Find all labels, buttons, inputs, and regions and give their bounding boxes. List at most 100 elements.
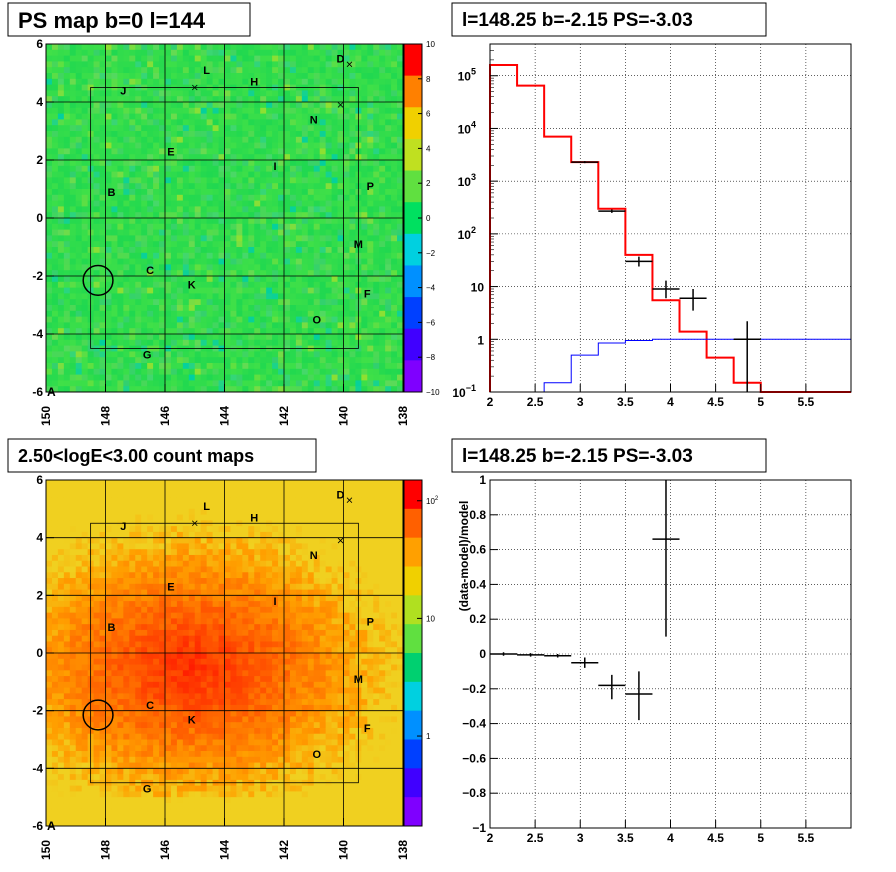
colorbar-segment [404, 297, 422, 330]
colorbar-segment [404, 537, 422, 567]
data-point-3 [652, 280, 680, 299]
source-label-I: I [274, 161, 277, 173]
y-tick-label: 4 [36, 95, 43, 109]
colorbar-tick-label: −10 [426, 388, 440, 397]
panel-tr-title-text: l=148.25 b=-2.15 PS=-3.03 [462, 10, 693, 31]
x-tick-label: 140 [337, 840, 351, 860]
target-circle [82, 699, 114, 731]
colorbar-segment [404, 653, 422, 683]
x-tick-label: 4 [667, 395, 674, 409]
residual-point-4 [598, 674, 626, 700]
y-tick-label: -6 [32, 819, 43, 833]
panel-tr-title: l=148.25 b=-2.15 PS=-3.03 [451, 2, 767, 37]
y-tick-label: -6 [32, 385, 43, 399]
panel-bl-title-text: 2.50<logE<3.00 count maps [18, 446, 254, 466]
colorbar-segment [404, 265, 422, 298]
colorbar-segment [404, 233, 422, 266]
data-point-1 [598, 209, 626, 213]
corner-label: A [47, 819, 56, 833]
y-tick-label: 104 [458, 119, 476, 136]
x-tick-label: 4 [667, 831, 674, 845]
x-tick-label: 148 [99, 840, 113, 860]
x-tick-label: 2 [487, 395, 494, 409]
colorbar-segment [404, 768, 422, 798]
x-tick-label: 4.5 [707, 831, 724, 845]
colorbar-tick-label: 10 [426, 614, 435, 623]
y-tick-label: 10 [471, 281, 485, 295]
y-tick-label: −0.4 [462, 717, 486, 731]
x-tick-label: 142 [277, 406, 291, 426]
source-label-M: M [354, 674, 363, 686]
y-tick-label: 0.8 [469, 508, 486, 522]
colorbar-segment [404, 595, 422, 625]
source-label-O: O [312, 749, 321, 761]
source-label-F: F [364, 723, 371, 735]
x-tick-label: 3.5 [617, 395, 634, 409]
series-step-0 [489, 63, 851, 393]
source-label-D: D [337, 489, 345, 501]
source-label-E: E [167, 146, 174, 158]
source-label-O: O [312, 315, 321, 327]
colorbar-segment [404, 75, 422, 108]
colorbar-segment [404, 624, 422, 654]
spectrum-plot-panel: 2 2.5 3 3.5 4 4.5 5 5.5 10−1 1 10 102 103 104 105 [452, 43, 852, 409]
colorbar-segment [404, 566, 422, 596]
panel-tl-title: PS map b=0 l=144 [7, 2, 251, 37]
x-tick-label: 3 [577, 395, 584, 409]
residual-point-3 [571, 657, 599, 668]
colorbar-segment [404, 360, 422, 393]
colorbar-tick-label: 1 [426, 732, 431, 741]
panel-br-title-text: l=148.25 b=-2.15 PS=-3.03 [462, 446, 693, 467]
roi-box [90, 522, 359, 784]
source-label-L: L [203, 65, 210, 77]
colorbar-segment [404, 328, 422, 361]
colorbar-segment [404, 508, 422, 539]
source-label-H: H [250, 77, 258, 89]
source-label-N: N [310, 114, 318, 126]
panel-br-title: l=148.25 b=-2.15 PS=-3.03 [451, 438, 767, 473]
source-label-I: I [274, 596, 277, 608]
source-label-B: B [107, 622, 115, 634]
count-coordinate-grid [46, 480, 403, 826]
residual-grid [489, 479, 851, 829]
x-tick-label: 144 [218, 406, 232, 426]
y-tick-label: -4 [32, 327, 43, 341]
y-tick-label: 6 [36, 37, 43, 51]
source-label-H: H [250, 512, 258, 524]
ps-coordinate-grid [46, 44, 403, 392]
residual-point-1 [517, 653, 545, 657]
y-tick-exponent: 4 [471, 119, 476, 129]
colorbar-segment [404, 710, 422, 740]
colorbar-segment [404, 739, 422, 769]
x-tick-label: 4.5 [707, 395, 724, 409]
colorbar-segment [404, 138, 422, 172]
residual-point-5 [625, 671, 653, 721]
x-tick-label: 142 [277, 840, 291, 860]
y-tick-label: 103 [458, 172, 476, 189]
source-label-M: M [354, 239, 363, 251]
y-tick-label: -2 [32, 269, 43, 283]
data-point-5 [733, 321, 761, 392]
colorbar-tick-label: 4 [426, 144, 431, 153]
data-point-0 [571, 161, 599, 164]
source-label-K: K [188, 280, 196, 292]
source-label-G: G [143, 349, 152, 361]
colorbar-segment [404, 44, 422, 77]
source-label-P: P [367, 181, 374, 193]
colorbar-tick-label: 6 [426, 110, 431, 119]
y-tick-label: 2 [36, 588, 43, 602]
colorbar-tick-label: 0 [426, 214, 431, 223]
y-tick-label: 0.2 [469, 612, 486, 626]
source-label-G: G [143, 784, 152, 796]
y-tick-label: 102 [458, 225, 476, 242]
y-tick-label: 0.4 [469, 577, 486, 591]
y-tick-label: 0 [36, 646, 43, 660]
cross-marker [337, 537, 344, 544]
panel-tl-title-text: PS map b=0 l=144 [18, 8, 206, 33]
source-label-D: D [337, 54, 345, 66]
x-tick-label: 150 [39, 406, 53, 426]
x-tick-label: 148 [99, 406, 113, 426]
panel-bl-title: 2.50<logE<3.00 count maps [7, 438, 317, 473]
data-point-2 [625, 256, 653, 267]
